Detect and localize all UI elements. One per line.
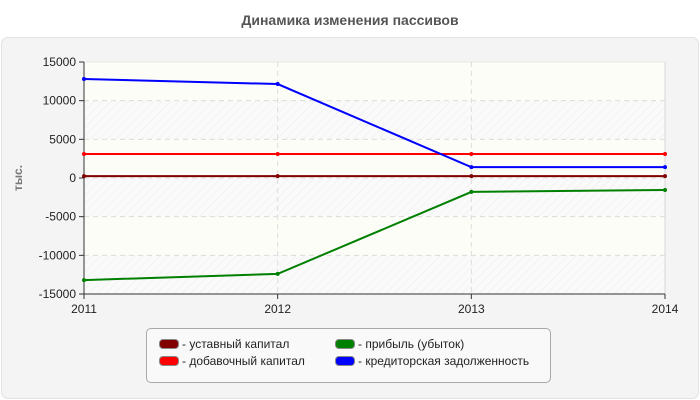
y-tick-label: -10000 [39, 248, 77, 262]
x-tick-label: 2011 [71, 302, 97, 316]
data-point[interactable] [663, 187, 667, 192]
y-axis-label: тыс. [11, 165, 25, 191]
x-tick-label: 2012 [264, 302, 291, 316]
gridlines [84, 61, 666, 294]
legend-label: - кредиторская задолженность [358, 354, 530, 368]
data-point[interactable] [663, 174, 667, 179]
data-point[interactable] [469, 165, 474, 170]
legend-item-additional-capital[interactable]: - добавочный капитал [159, 354, 305, 368]
data-point[interactable] [82, 278, 86, 283]
plot-area [84, 62, 665, 294]
series-line [83, 78, 665, 169]
legend-label: - уставный капитал [182, 337, 290, 351]
data-point[interactable] [275, 271, 280, 276]
y-tick-label: 10000 [43, 94, 77, 108]
y-tick-label: -15000 [39, 287, 77, 301]
chart-legend: - уставный капитал - добавочный капитал … [146, 328, 551, 383]
x-tick-label: 2014 [652, 302, 679, 316]
legend-item-accounts-payable[interactable]: - кредиторская задолженность [335, 354, 529, 368]
data-point[interactable] [275, 174, 280, 179]
data-point[interactable] [663, 152, 667, 157]
y-tick-label: 5000 [49, 132, 76, 146]
y-tick-label: -5000 [45, 210, 76, 224]
data-series [82, 77, 667, 283]
data-point[interactable] [469, 174, 474, 179]
legend-item-authorized-capital[interactable]: - уставный капитал [159, 337, 289, 351]
data-point[interactable] [82, 152, 86, 157]
data-point[interactable] [275, 82, 280, 87]
legend-swatch [335, 356, 355, 366]
y-axis-ticks: -15000 -10000 -5000 0 5000 10000 15000 [39, 55, 84, 301]
data-point[interactable] [275, 152, 280, 157]
x-axis-ticks: 2011 2012 2013 2014 [71, 294, 679, 316]
data-point[interactable] [82, 174, 86, 179]
data-point[interactable] [469, 152, 474, 157]
y-tick-label: 0 [69, 171, 76, 185]
x-tick-label: 2013 [458, 302, 485, 316]
legend-swatch [159, 356, 179, 366]
series-line [83, 188, 666, 282]
data-point[interactable] [663, 165, 667, 170]
data-point[interactable] [82, 77, 86, 82]
legend-item-profit-loss[interactable]: - прибыль (убыток) [335, 337, 464, 351]
legend-swatch [159, 339, 179, 349]
y-tick-label: 15000 [43, 55, 77, 69]
legend-swatch [335, 339, 355, 349]
data-point[interactable] [469, 189, 474, 194]
chart-title: Динамика изменения пассивов [241, 12, 459, 28]
legend-label: - прибыль (убыток) [358, 337, 465, 351]
legend-label: - добавочный капитал [182, 354, 305, 368]
